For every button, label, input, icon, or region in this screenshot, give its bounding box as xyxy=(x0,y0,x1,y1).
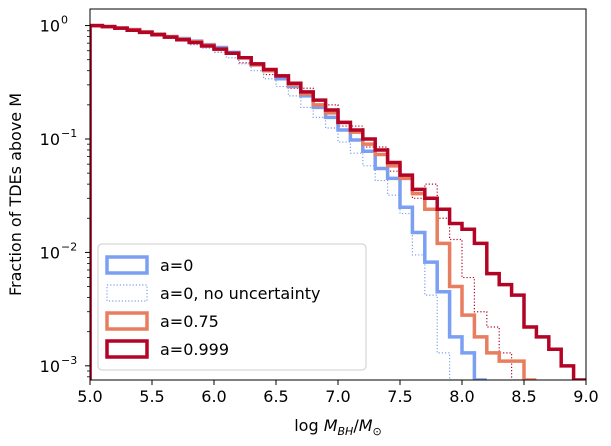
legend-swatch-3 xyxy=(105,339,149,359)
y-tick-exp-0: 0 xyxy=(61,14,68,27)
y-tick-label-0: 10 xyxy=(40,17,60,36)
series-line-3 xyxy=(90,23,586,380)
x-axis-label-sun: ⊙ xyxy=(373,425,382,438)
x-axis-label: log MBH/M⊙ xyxy=(294,416,382,438)
y-axis-label: Fraction of TDEs above M xyxy=(6,93,25,296)
y-tick-label-2: 10 xyxy=(40,243,60,262)
legend-swatch-0 xyxy=(105,255,149,275)
x-tick-label-4: 7.0 xyxy=(325,387,350,406)
x-axis-label-m: M xyxy=(324,416,338,435)
x-tick-label-0: 5.0 xyxy=(77,387,102,406)
legend: a=0 a=0, no uncertainty a=0.75 a=0.999 xyxy=(97,243,367,371)
y-tick-label-3: 10 xyxy=(40,357,60,376)
y-tick-label-1: 10 xyxy=(40,130,60,149)
x-tick-label-5: 7.5 xyxy=(387,387,412,406)
legend-label-0: a=0 xyxy=(160,256,193,275)
series-layer xyxy=(90,23,586,380)
legend-label-3: a=0.999 xyxy=(160,340,229,359)
legend-box xyxy=(97,243,367,371)
legend-label-2: a=0.75 xyxy=(160,312,219,331)
legend-swatch-1 xyxy=(106,284,148,302)
x-tick-label-8: 9.0 xyxy=(573,387,598,406)
x-tick-label-1: 5.5 xyxy=(139,387,164,406)
x-tick-label-2: 6.0 xyxy=(201,387,226,406)
x-axis-label-prefix: log xyxy=(294,416,323,435)
x-axis-label-m2: M xyxy=(359,416,373,435)
legend-label-1: a=0, no uncertainty xyxy=(160,284,320,303)
x-axis-label-slash: / xyxy=(353,416,359,435)
x-axis-label-bh: BH xyxy=(338,425,354,438)
y-tick-exp-3: −3 xyxy=(61,354,77,367)
x-tick-label-6: 8.0 xyxy=(449,387,474,406)
y-tick-exp-1: −1 xyxy=(61,127,77,140)
x-tick-label-7: 8.5 xyxy=(511,387,536,406)
x-tick-label-3: 6.5 xyxy=(263,387,288,406)
legend-swatch-2 xyxy=(105,311,149,331)
y-tick-exp-2: −2 xyxy=(61,240,77,253)
